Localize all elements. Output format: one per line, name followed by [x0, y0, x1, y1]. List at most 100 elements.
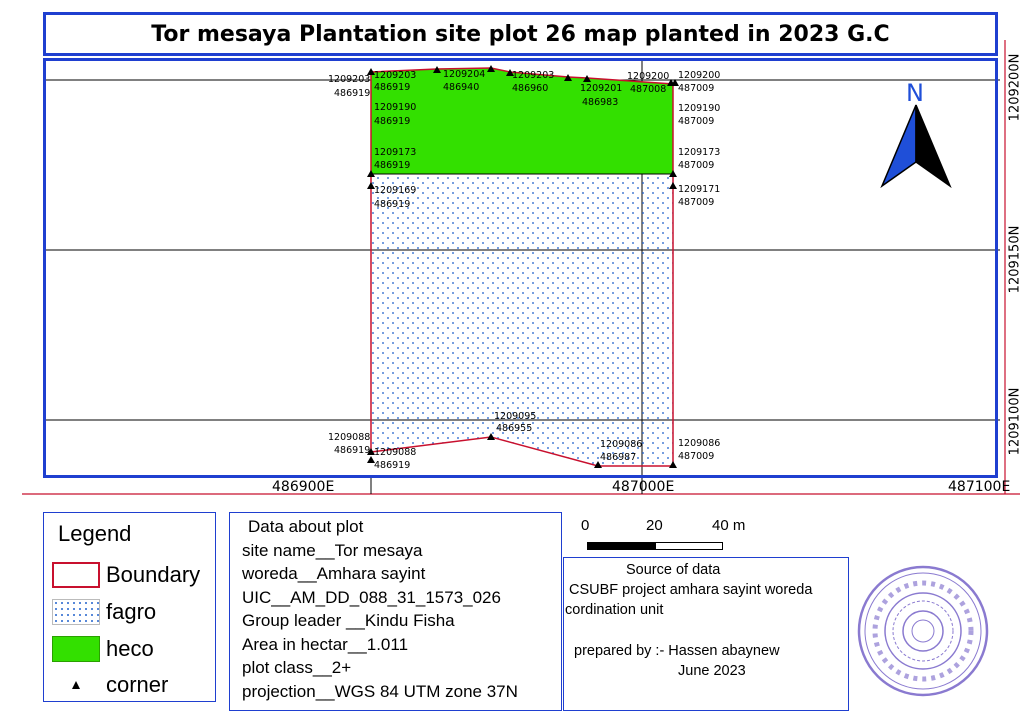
corner-label-e: 486983 — [582, 97, 618, 108]
legend-item-corner: corner — [52, 671, 168, 699]
corner-marker — [583, 75, 591, 82]
plot-info-class: plot class__2+ — [242, 658, 352, 677]
corner-label-e: 486919 — [374, 160, 410, 171]
scale-segment-black — [587, 542, 655, 550]
corner-marker — [594, 461, 602, 468]
corner-label-e: 487008 — [630, 84, 666, 95]
scale-label-0: 0 — [581, 517, 590, 534]
corner-label-n: 1209190 — [678, 103, 720, 114]
plot-info-site: site name__Tor mesaya — [242, 540, 423, 560]
corner-label-n: 1209173 — [374, 147, 416, 158]
plot-info-uic: UIC__AM_DD_088_31_1573_026 — [242, 587, 501, 607]
corner-label-n: 1209088 — [374, 447, 416, 458]
corner-marker — [367, 456, 375, 463]
scale-segment-white — [655, 542, 723, 550]
corner-label-e: 486919 — [374, 82, 410, 93]
boundary-symbol — [52, 562, 100, 588]
legend-label: Boundary — [106, 562, 201, 587]
legend-box: Legend Boundary fagro heco corner — [43, 512, 216, 702]
corner-label-e: 486987 — [600, 452, 636, 463]
fagro-symbol — [52, 599, 100, 625]
heco-area — [371, 68, 673, 174]
corner-marker — [487, 433, 495, 440]
corner-label-n: 1209088 — [328, 432, 370, 443]
corner-label-n: 1209200 — [678, 70, 720, 81]
legend-title: Legend — [58, 521, 132, 546]
corner-label-n: 1209203 — [512, 70, 554, 81]
corner-label-n: 1209203 — [374, 70, 416, 81]
corner-label-n: 1209169 — [374, 185, 416, 196]
corner-marker — [669, 461, 677, 468]
corner-marker — [669, 182, 677, 189]
prepared-date: June 2023 — [678, 663, 746, 679]
corner-label-e: 487009 — [678, 160, 714, 171]
legend-label: fagro — [106, 599, 157, 624]
prepared-by: prepared by :- Hassen abaynew — [574, 643, 780, 659]
y-label-1209100n: 1209100N — [1007, 387, 1023, 456]
corner-label-n: 1209171 — [678, 184, 720, 195]
corner-marker — [367, 448, 375, 455]
corner-label-n: 1209086 — [600, 439, 642, 450]
corner-label-n: 1209095 — [494, 411, 536, 422]
y-label-1209200n: 1209200N — [1007, 53, 1023, 122]
corner-label-e: 487009 — [678, 451, 714, 462]
corner-label-e: 486919 — [374, 116, 410, 127]
corner-marker — [487, 65, 495, 72]
corner-label-e: 487009 — [678, 83, 714, 94]
corner-label-e: 486919 — [374, 460, 410, 471]
plot-info-heading: Data about plot — [248, 517, 364, 536]
legend-item-boundary: Boundary — [52, 561, 200, 589]
scale-label-20: 20 — [646, 517, 663, 534]
corner-label-n: 1209201 — [580, 83, 622, 94]
corner-label-e: 487009 — [678, 116, 714, 127]
corner-symbol — [52, 672, 100, 698]
corner-label-e: 486919 — [334, 445, 370, 456]
fagro-area — [371, 174, 673, 466]
source-line2: cordination unit — [565, 602, 664, 618]
source-line1: CSUBF project amhara sayint woreda — [569, 582, 813, 598]
corner-marker — [506, 69, 514, 76]
corner-marker — [433, 66, 441, 73]
corner-marker — [671, 79, 679, 86]
plot-info-leader: Group leader __Kindu Fisha — [242, 611, 455, 630]
corner-marker — [367, 170, 375, 177]
corner-label-e: 487009 — [678, 197, 714, 208]
corner-marker — [669, 170, 677, 177]
x-label-487000e: 487000E — [612, 479, 675, 495]
heco-symbol — [52, 636, 100, 662]
source-box: Source of data CSUBF project amhara sayi… — [563, 557, 849, 711]
corner-markers — [367, 65, 679, 468]
corner-label-e: 486919 — [334, 88, 370, 99]
map-canvas: 1209203 486919 1209203 486919 1209204 48… — [22, 40, 1020, 495]
legend-label: corner — [106, 672, 169, 697]
corner-label-n: 1209086 — [678, 438, 720, 449]
x-label-486900e: 486900E — [272, 479, 335, 495]
north-arrow: N — [880, 79, 952, 189]
map-title: Tor mesaya Plantation site plot 26 map p… — [151, 21, 890, 47]
map-title-box: Tor mesaya Plantation site plot 26 map p… — [43, 12, 998, 56]
corner-label-e: 486955 — [496, 423, 532, 434]
source-heading: Source of data — [626, 562, 721, 578]
legend-label: heco — [106, 636, 154, 661]
map-frame — [43, 58, 998, 478]
corner-marker — [564, 74, 572, 81]
legend-item-fagro: fagro — [52, 598, 156, 626]
corner-label-n: 1209190 — [374, 102, 416, 113]
plot-boundary — [370, 67, 674, 467]
legend-item-heco: heco — [52, 635, 154, 663]
corner-label-n: 1209204 — [443, 69, 485, 80]
corner-label-e: 486960 — [512, 83, 548, 94]
corner-label-e: 486919 — [374, 199, 410, 210]
plot-info-area: Area in hectar__1.011 — [242, 634, 409, 654]
north-arrow-label: N — [906, 79, 924, 107]
corner-label-n: 1209203 — [328, 74, 370, 85]
scale-label-40: 40 m — [712, 517, 746, 534]
corner-label-e: 486940 — [443, 82, 479, 93]
corner-label-n: 1209200 — [627, 71, 669, 82]
plot-info-box: Data about plot site name__Tor mesaya wo… — [229, 512, 562, 711]
corner-label-n: 1209173 — [678, 147, 720, 158]
corner-marker — [367, 68, 375, 75]
y-label-1209150n: 1209150N — [1007, 225, 1023, 294]
plot-info-woreda: woreda__Amhara sayint — [242, 564, 426, 583]
corner-marker — [367, 182, 375, 189]
